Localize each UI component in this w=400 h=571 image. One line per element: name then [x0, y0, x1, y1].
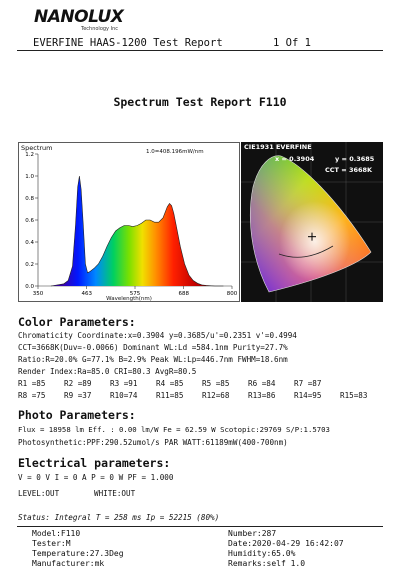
ratio-line: Ratio:R=20.0% G=77.1% B=2.9% Peak WL:Lp=…	[18, 355, 288, 364]
r15-value: R15=83	[340, 391, 368, 400]
spectrum-title: Spectrum	[21, 144, 53, 152]
cie-cct-value: CCT = 3668K	[325, 166, 373, 174]
x-tick-label: 350	[33, 291, 44, 297]
y-tick-label: 1.2	[25, 152, 34, 158]
x-tick-label: 463	[81, 291, 92, 297]
electrical-line: V = 0 V I = 0 A P = 0 W PF = 1.000	[18, 473, 174, 482]
r2-value: R2 =89	[64, 379, 92, 388]
cie-x-value: x = 0.3904	[275, 155, 315, 163]
footer-manufacturer: Manufacturer:mk	[32, 559, 105, 568]
r12-value: R12=68	[202, 391, 230, 400]
r1-value: R1 =85	[18, 379, 46, 388]
photo-params-heading: Photo Parameters:	[18, 408, 136, 422]
spectrum-area	[50, 176, 224, 286]
footer-date: Date:2020-04-29 16:42:07	[228, 539, 344, 548]
cie-measured-point	[308, 232, 316, 241]
footer-rule	[17, 526, 383, 527]
logo-brand: NANOLUX	[34, 7, 124, 27]
company-logo: NANOLUX Technology Inc	[34, 7, 124, 37]
cie-chart: CIE1931 EVERFINE x = 0.3904 y = 0.3685 C…	[241, 142, 383, 302]
footer-number: Number:287	[228, 529, 277, 538]
photosynthetic-line: Photosynthetic:PPF:290.52umol/s PAR WATT…	[18, 438, 288, 447]
report-title: Spectrum Test Report F110	[113, 95, 287, 109]
flux-line: Flux = 18958 lm Eff. : 0.00 lm/W Fe = 62…	[18, 425, 330, 434]
chromaticity-line: Chromaticity Coordinate:x=0.3904 y=0.368…	[18, 331, 297, 340]
footer-model: Model:F110	[32, 529, 81, 538]
spectrum-peak-label: 1.0=408.196mW/nm	[146, 149, 204, 155]
cie-title: CIE1931 EVERFINE	[244, 143, 312, 151]
y-tick-label: 0.4	[25, 240, 34, 246]
spectrum-series-line	[50, 175, 224, 287]
r13-value: R13=86	[248, 391, 276, 400]
spectrum-x-axis-label: Wavelength(nm)	[106, 296, 152, 302]
y-tick-label: 0.6	[25, 218, 34, 224]
spectrum-chart: Spectrum 1.0=408.196mW/nm 0.0 0.2 0.4 0.6 0.…	[18, 142, 240, 302]
color-params-heading: Color Parameters:	[18, 315, 136, 329]
r6-value: R6 =84	[248, 379, 276, 388]
x-tick-label: 688	[178, 291, 189, 297]
r5-value: R5 =85	[202, 379, 230, 388]
cie-y-value: y = 0.3685	[335, 155, 375, 163]
y-tick-label: 0.0	[25, 284, 34, 290]
footer-temperature: Temperature:27.3Deg	[32, 549, 124, 558]
cct-line: CCT=3668K(Duv=-0.0066) Dominant WL:Ld =5…	[18, 343, 288, 352]
r14-value: R14=95	[294, 391, 322, 400]
logo-tagline: Technology Inc	[81, 26, 118, 32]
render-index-line: Render Index:Ra=85.0 CRI=80.3 AvgR=80.5	[18, 367, 197, 376]
header-rule	[17, 50, 383, 51]
r9-value: R9 =37	[64, 391, 92, 400]
electrical-heading: Electrical parameters:	[18, 456, 171, 470]
r4-value: R4 =85	[156, 379, 184, 388]
r8-value: R8 =75	[18, 391, 46, 400]
level-out: LEVEL:OUT	[18, 489, 60, 498]
planckian-locus	[278, 245, 334, 258]
r7-value: R7 =87	[294, 379, 322, 388]
white-out: WHITE:OUT	[94, 489, 136, 498]
footer-tester: Tester:M	[32, 539, 71, 548]
page-indicator: 1 Of 1	[273, 37, 311, 49]
y-tick-label: 0.8	[25, 196, 34, 202]
footer-humidity: Humidity:65.0%	[228, 549, 296, 558]
footer-remarks: Remarks:self 1.0	[228, 559, 306, 568]
r11-value: R11=85	[156, 391, 184, 400]
x-tick-label: 800	[227, 291, 238, 297]
status-line: Status: Integral T = 258 ms Ip = 52215 (…	[18, 513, 220, 522]
r10-value: R10=74	[110, 391, 138, 400]
r3-value: R3 =91	[110, 379, 138, 388]
report-header: EVERFINE HAAS-1200 Test Report	[33, 37, 223, 49]
x-tick-label: 575	[130, 291, 141, 297]
y-tick-label: 0.2	[25, 262, 34, 268]
cie-spectral-locus	[249, 155, 372, 293]
y-tick-label: 1.0	[25, 174, 34, 180]
